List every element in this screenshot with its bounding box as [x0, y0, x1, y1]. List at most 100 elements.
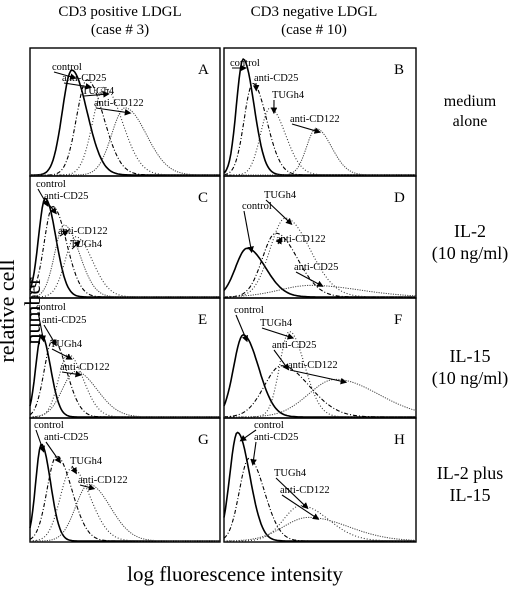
series-arrow: [35, 429, 45, 453]
series-arrow: [265, 199, 293, 225]
series-line-TUGh4: [30, 236, 220, 298]
row-label-il15: IL-15 (10 ng/ml): [420, 345, 520, 389]
row-label-line-2: (10 ng/ml): [431, 368, 509, 388]
series-label-anti-CD122: anti-CD122: [288, 360, 338, 371]
series-arrow: [51, 348, 73, 360]
series-label-anti-CD122: anti-CD122: [276, 234, 326, 245]
series-line-anti-CD122: [224, 516, 417, 542]
series-arrow: [275, 477, 309, 510]
panel-letter: A: [198, 62, 209, 78]
row-label-il2-plus-il15: IL-2 plus IL-15: [420, 462, 520, 506]
series-arrow: [273, 349, 290, 371]
series-label-anti-CD122: anti-CD122: [280, 485, 330, 496]
row-label-line-2: IL-15: [449, 485, 491, 505]
series-line-TUGh4: [30, 353, 220, 418]
column-header-line-2: (case # 10): [281, 22, 347, 38]
series-arrow: [79, 484, 96, 491]
series-arrow: [53, 71, 77, 80]
series-label-anti-CD122: anti-CD122: [60, 362, 110, 373]
panel-letter: E: [198, 312, 207, 328]
panel-letter: F: [394, 312, 402, 328]
series-line-anti-CD122: [30, 483, 220, 542]
series-line-TUGh4: [224, 107, 416, 176]
series-arrow: [291, 123, 322, 134]
series-arrow: [37, 311, 46, 343]
series-arrow: [45, 200, 57, 215]
x-axis-label: log fluorescence intensity: [127, 562, 343, 586]
series-arrow: [83, 91, 110, 98]
series-arrow: [70, 465, 77, 475]
series-arrow: [243, 210, 254, 254]
series-line-control: [223, 334, 416, 418]
series-label-anti-CD25: anti-CD25: [44, 432, 88, 443]
series-arrow: [61, 370, 83, 378]
series-label-TUGh4: TUGh4: [82, 86, 115, 97]
series-line-TUGh4: [224, 331, 416, 418]
row-label-line-2: (10 ng/ml): [431, 243, 509, 263]
column-header-line-1: CD3 negative LDGL: [250, 4, 378, 20]
series-arrow: [289, 369, 348, 385]
row-label-line-2: alone: [452, 113, 488, 130]
series-line-anti-CD25: [29, 338, 220, 418]
series-arrow: [71, 240, 81, 250]
panel-letter: B: [394, 62, 404, 78]
series-label-anti-CD25: anti-CD25: [44, 191, 88, 202]
series-label-control: control: [36, 179, 66, 190]
series-label-anti-CD122: anti-CD122: [94, 98, 144, 109]
series-line-anti-CD25: [223, 457, 416, 542]
series-label-control: control: [254, 420, 284, 431]
panel-letter: D: [394, 190, 405, 206]
series-label-anti-CD25: anti-CD25: [254, 432, 298, 443]
series-line-anti-CD122: [223, 232, 416, 298]
panel-letter: C: [198, 190, 208, 206]
series-label-anti-CD122: anti-CD122: [58, 226, 108, 237]
series-label-TUGh4: TUGh4: [70, 239, 103, 250]
row-label-line-1: medium: [443, 93, 497, 110]
series-line-anti-CD25: [223, 284, 416, 298]
panel-frame: [223, 417, 417, 543]
series-label-TUGh4: TUGh4: [274, 468, 307, 479]
series-label-anti-CD25: anti-CD25: [272, 340, 316, 351]
panel-letter: H: [394, 432, 405, 448]
series-label-anti-CD25: anti-CD25: [254, 73, 298, 84]
series-arrow: [281, 494, 320, 520]
row-label-line-1: IL-2 plus: [436, 463, 504, 483]
column-header-cd3-negative: CD3 negative LDGL (case # 10): [214, 3, 414, 39]
panel-frame: [29, 417, 221, 543]
series-arrow: [275, 237, 282, 245]
row-label-line-1: IL-2: [454, 221, 486, 241]
series-line-control: [30, 69, 220, 176]
series-line-anti-CD122: [224, 378, 417, 418]
series-label-anti-CD25: anti-CD25: [42, 315, 86, 326]
series-label-TUGh4: TUGh4: [272, 90, 305, 101]
panel-letter: G: [198, 432, 209, 448]
series-line-anti-CD122: [224, 128, 416, 176]
series-label-TUGh4: TUGh4: [260, 318, 293, 329]
series-line-anti-CD25: [223, 365, 416, 418]
row-label-medium-alone: medium alone: [420, 92, 520, 132]
series-label-TUGh4: TUGh4: [264, 190, 297, 201]
series-label-control: control: [52, 62, 82, 73]
series-label-anti-CD25: anti-CD25: [62, 73, 106, 84]
series-arrow: [250, 441, 257, 466]
series-arrow: [261, 327, 295, 340]
series-label-control: control: [242, 201, 272, 212]
series-line-anti-CD25: [30, 79, 220, 176]
series-label-anti-CD25: anti-CD25: [294, 262, 338, 273]
series-line-TUGh4: [30, 86, 220, 176]
panel-frame: [223, 297, 417, 419]
series-arrow: [43, 324, 57, 347]
series-line-anti-CD25: [29, 455, 220, 542]
row-label-il2: IL-2 (10 ng/ml): [420, 220, 520, 264]
series-arrow: [239, 429, 257, 442]
series-arrow: [37, 188, 49, 207]
series-line-anti-CD122: [29, 370, 220, 418]
series-label-anti-CD122: anti-CD122: [78, 475, 128, 486]
